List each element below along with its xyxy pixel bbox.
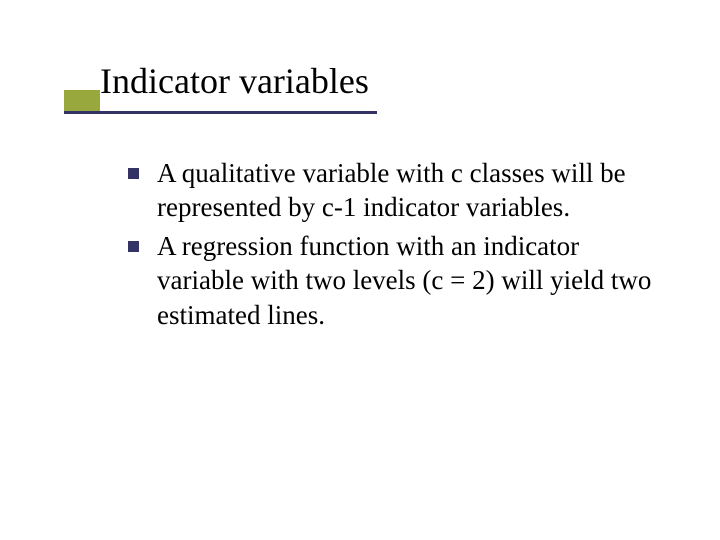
list-item: A qualitative variable with c classes wi… [128, 156, 660, 225]
bullet-text: A qualitative variable with c classes wi… [157, 156, 657, 225]
title-accent-box [64, 90, 100, 112]
title-block: Indicator variables [100, 62, 369, 108]
bullet-text: A regression function with an indicator … [157, 229, 657, 333]
slide-body: A qualitative variable with c classes wi… [100, 156, 660, 333]
square-bullet-icon [128, 241, 139, 252]
slide-title: Indicator variables [100, 62, 369, 108]
square-bullet-icon [128, 168, 139, 179]
list-item: A regression function with an indicator … [128, 229, 660, 333]
slide: Indicator variables A qualitative variab… [0, 0, 720, 540]
title-underline [64, 111, 377, 114]
